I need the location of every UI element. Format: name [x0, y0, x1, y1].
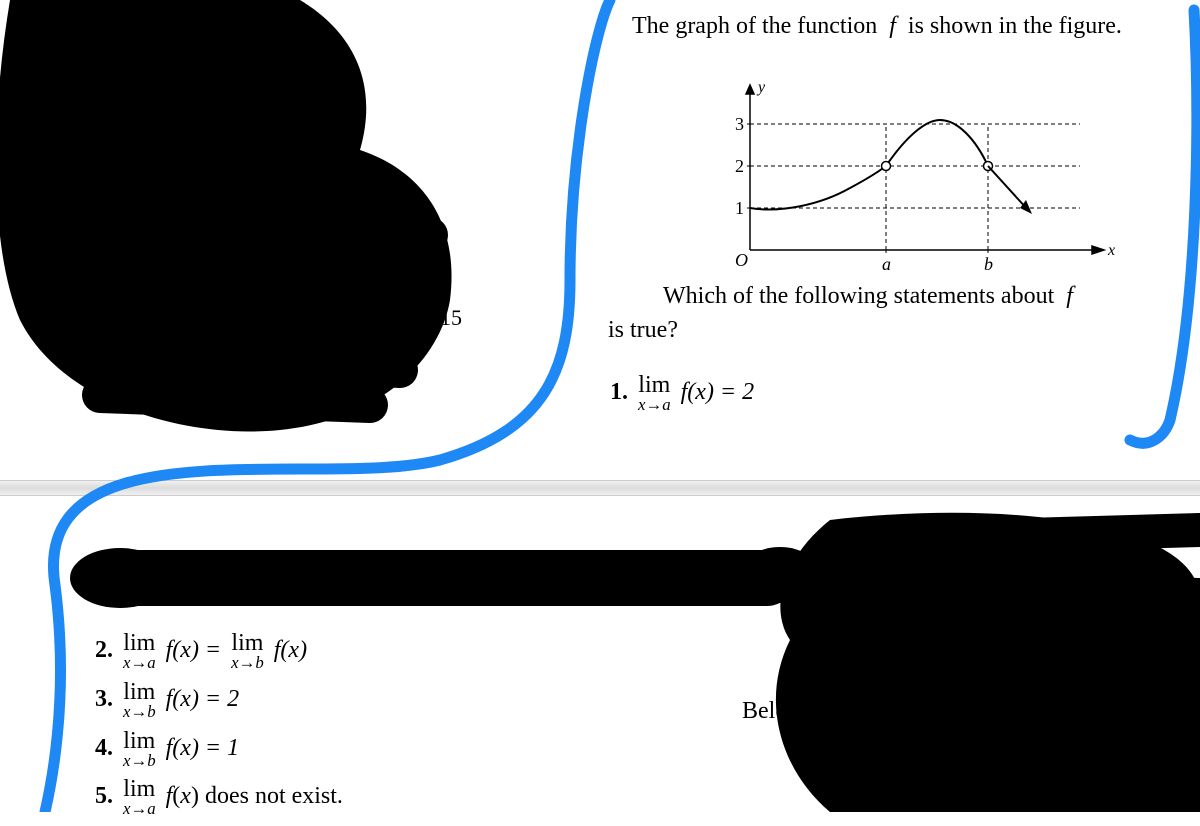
- problem-prompt: The graph of the function f is shown in …: [632, 10, 1187, 44]
- points-fragment: oints: [988, 655, 1037, 682]
- option-1: 1. lim x→a f(x) = 2: [610, 373, 754, 414]
- ge-sign: ≥: [295, 148, 306, 171]
- x-axis-label: x: [1107, 242, 1115, 259]
- option-3: 3. lim x→b f(x) = 2: [95, 680, 343, 721]
- opt4-under: x→b: [123, 753, 156, 770]
- opt2-exprB: f(x): [274, 637, 307, 663]
- which-tail: is true?: [608, 317, 678, 343]
- opt1-lim: lim: [638, 373, 671, 397]
- curve-seg1: [750, 166, 886, 209]
- opt2-limA: lim: [123, 631, 156, 655]
- prompt-line1-tail: is shown in the: [908, 13, 1053, 39]
- y-tick-1: 1: [735, 198, 744, 218]
- neg4-text: −4: [318, 148, 339, 171]
- origin-label: O: [735, 250, 748, 270]
- opt3-lim: lim: [123, 680, 156, 704]
- prompt-f-2: f: [1066, 283, 1073, 309]
- option-4: 4. lim x→b f(x) = 1: [95, 729, 343, 770]
- opt5-under: x→a: [123, 801, 156, 818]
- option-2: 2. lim x→a f(x) = lim x→b f(x): [95, 631, 343, 672]
- fifteen-text: 15: [440, 305, 462, 331]
- option-5: 5. lim x→a f(x) does not exist.: [95, 777, 343, 818]
- function-graph: 1 2 3 a b O y x: [680, 80, 1120, 270]
- opt2-exprA: f(x) =: [166, 637, 222, 663]
- opt5-expr: f(x) does not exist.: [166, 783, 343, 809]
- prompt-f-1: f: [889, 13, 896, 39]
- opt4-lim: lim: [123, 729, 156, 753]
- prompt-line2: figure.: [1059, 13, 1122, 39]
- y-tick-3: 3: [735, 114, 744, 134]
- axes: [746, 85, 1104, 254]
- opt2-limB: lim: [231, 631, 264, 655]
- opt1-under: x→a: [638, 397, 671, 414]
- page-separator: [0, 480, 1200, 496]
- y-axis-label: y: [756, 80, 766, 96]
- f-period-fragment: f.: [1070, 698, 1083, 725]
- opt3-expr: f(x) = 2: [166, 686, 240, 712]
- opt2-num: 2.: [95, 637, 113, 663]
- opt5-lim: lim: [123, 777, 156, 801]
- x-tick-b: b: [984, 254, 993, 270]
- which-question: Which of the following statements about …: [608, 280, 1198, 347]
- below-is-fragment: Below is the: [742, 698, 862, 725]
- opt5-num: 5.: [95, 783, 113, 809]
- x-ticks: a b: [750, 124, 1080, 270]
- opt3-under: x→b: [123, 704, 156, 721]
- y-tick-2: 2: [735, 156, 744, 176]
- ray-arrow: [988, 166, 1032, 214]
- x-tick-a: a: [882, 254, 891, 270]
- opt3-num: 3.: [95, 686, 113, 712]
- curve-seg2: [886, 120, 988, 166]
- opt4-num: 4.: [95, 735, 113, 761]
- opt2-underB: x→b: [231, 655, 264, 672]
- open-circle-a: [882, 162, 891, 171]
- opt2-underA: x→a: [123, 655, 156, 672]
- opt1-expr: f(x) = 2: [681, 379, 755, 405]
- which-line: Which of the following statements about: [663, 283, 1054, 309]
- prompt-line1: The graph of the function: [632, 13, 877, 39]
- opt1-num: 1.: [610, 379, 628, 405]
- options-block: 2. lim x→a f(x) = lim x→b f(x) 3. lim x→…: [95, 623, 343, 826]
- opt4-expr: f(x) = 1: [166, 735, 240, 761]
